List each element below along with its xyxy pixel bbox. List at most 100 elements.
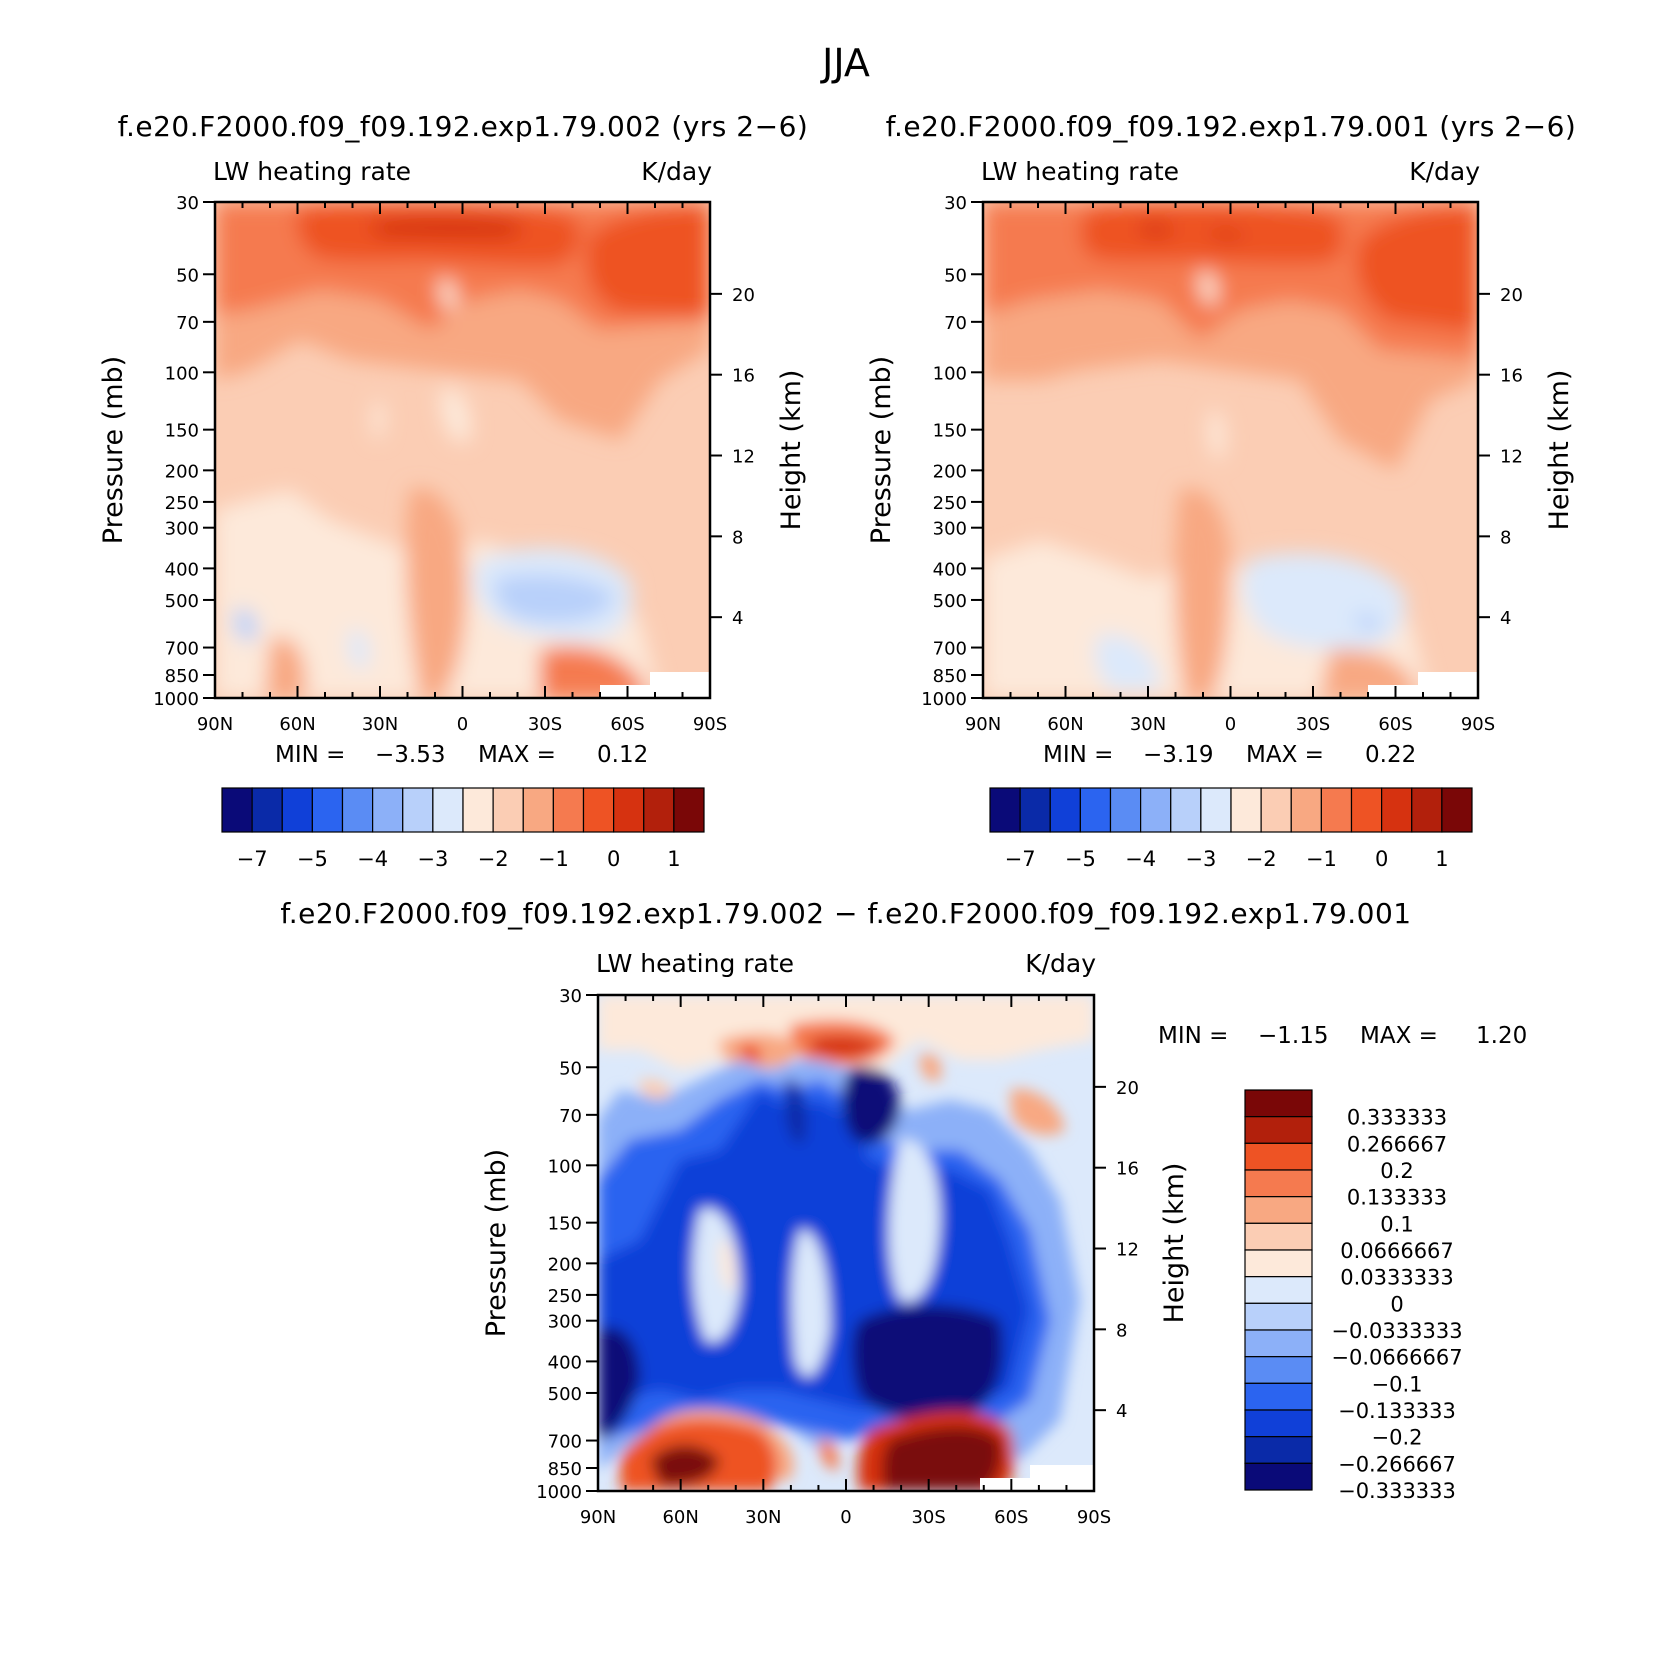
colorbar-swatch	[1170, 787, 1202, 833]
x-tick-label: 60S	[1378, 714, 1412, 735]
panel-2-min-value: −3.19	[1143, 742, 1213, 768]
colorbar-label: 0	[1390, 1292, 1403, 1316]
colorbar-swatch	[582, 787, 615, 833]
colorbar-label: −0.2	[1372, 1426, 1423, 1450]
panel-1-max-label: MAX =	[478, 742, 556, 768]
colorbar-label: −0.333333	[1338, 1479, 1456, 1503]
y-right-tick-label: 20	[1500, 285, 1523, 306]
colorbar-swatch	[281, 787, 313, 833]
colorbar-swatch	[522, 787, 554, 833]
colorbar-swatch	[1244, 1196, 1313, 1224]
y-right-tick-label: 16	[1116, 1159, 1139, 1180]
y-tick-label: 300	[548, 1312, 582, 1333]
y-tick-label: 500	[548, 1384, 582, 1405]
colorbar-label: −7	[1005, 847, 1036, 871]
colorbar-swatch	[1244, 1462, 1313, 1491]
panel-2-ylabel-right: Height (km)	[1544, 370, 1575, 531]
colorbar-label: 0	[1375, 847, 1388, 871]
y-tick-label: 200	[548, 1254, 582, 1275]
y-tick-label: 250	[933, 493, 967, 514]
colorbar-swatch	[1381, 787, 1413, 833]
y-right-tick-label: 20	[732, 285, 755, 306]
y-tick-label: 700	[548, 1432, 582, 1453]
colorbar-swatch	[613, 787, 645, 833]
colorbar-swatch	[1244, 1436, 1313, 1464]
panel-2-min-label: MIN =	[1043, 742, 1113, 768]
colorbar-label: 0.333333	[1347, 1106, 1447, 1130]
colorbar-label: −0.1	[1372, 1372, 1423, 1396]
colorbar-label: −4	[1125, 847, 1156, 871]
y-tick-label: 850	[548, 1459, 582, 1480]
panel-3-title: f.e20.F2000.f09_f09.192.exp1.79.002 − f.…	[280, 897, 1411, 930]
panel-3-max-label: MAX =	[1360, 1023, 1438, 1049]
panel-3-variable-label: LW heating rate	[596, 949, 794, 978]
x-tick-label: 60N	[1047, 714, 1083, 735]
x-tick-label: 30N	[745, 1507, 781, 1528]
colorbar-swatch	[462, 787, 494, 833]
panel-1-contour-field	[215, 202, 710, 698]
panel-1-max-value: 0.12	[597, 742, 648, 768]
y-tick-label: 1000	[536, 1482, 582, 1503]
x-tick-label: 90S	[1461, 714, 1495, 735]
panel-1-colorbar: −7 −5 −4 −3 −2 −1 0 1	[221, 787, 705, 871]
y-tick-label: 70	[176, 313, 199, 334]
y-tick-label: 100	[933, 363, 967, 384]
panel-1-units-label: K/day	[641, 157, 712, 186]
y-tick-label: 70	[944, 313, 967, 334]
y-tick-label: 400	[933, 559, 967, 580]
x-tick-label: 90S	[693, 714, 727, 735]
y-tick-label: 150	[548, 1214, 582, 1235]
y-tick-label: 500	[165, 591, 199, 612]
y-tick-label: 30	[176, 193, 199, 214]
y-tick-label: 700	[933, 639, 967, 660]
y-tick-label: 400	[165, 559, 199, 580]
panel-1-title: f.e20.F2000.f09_f09.192.exp1.79.002 (yrs…	[118, 110, 809, 143]
y-right-tick-label: 16	[732, 366, 755, 387]
y-right-tick-label: 8	[1116, 1320, 1127, 1341]
colorbar-label: −2	[1246, 847, 1277, 871]
colorbar-swatch	[1049, 787, 1081, 833]
panel-2-ticks: 90N 60N 30N 0 30S 60S 90S 30 50 70 100 150 200 250 300…	[921, 193, 1523, 735]
colorbar-swatch	[1290, 787, 1322, 833]
y-right-tick-label: 8	[732, 527, 743, 548]
panel-2-ylabel: Pressure (mb)	[866, 356, 897, 544]
colorbar-swatch	[1320, 787, 1353, 833]
x-tick-label: 60N	[662, 1507, 698, 1528]
colorbar-swatch	[1019, 787, 1051, 833]
colorbar-swatch	[552, 787, 585, 833]
figure-title: JJA	[820, 41, 870, 85]
colorbar-label: −7	[237, 847, 268, 871]
colorbar-label: −3	[417, 847, 448, 871]
colorbar-label: −3	[1185, 847, 1216, 871]
y-tick-label: 70	[559, 1106, 582, 1127]
x-tick-label: 90N	[580, 1507, 616, 1528]
panel-3-ticks: 90N 60N 30N 0 30S 60S 90S 30 50 70 100 150 200 250 300…	[536, 986, 1139, 1528]
colorbar-swatch	[1244, 1356, 1313, 1384]
panel-3-units-label: K/day	[1025, 949, 1096, 978]
y-tick-label: 150	[165, 421, 199, 442]
x-tick-label: 0	[457, 714, 468, 735]
colorbar-swatch	[311, 787, 344, 833]
colorbar-label: −2	[478, 847, 509, 871]
colorbar-swatch	[1244, 1169, 1313, 1198]
panel-2-title: f.e20.F2000.f09_f09.192.exp1.79.001 (yrs…	[886, 110, 1577, 143]
panel-1-ticks: 90N 60N 30N 0 30S 60S 90S 30 50 70 100 150 200 250 300…	[153, 193, 755, 735]
colorbar-label: −5	[1065, 847, 1096, 871]
colorbar-swatch	[402, 787, 434, 833]
x-tick-label: 30S	[528, 714, 562, 735]
colorbar-swatch	[1244, 1249, 1313, 1278]
colorbar-label: −1	[1306, 847, 1337, 871]
y-tick-label: 150	[933, 421, 967, 442]
y-tick-label: 400	[548, 1352, 582, 1373]
y-tick-label: 100	[548, 1156, 582, 1177]
panel-1-variable-label: LW heating rate	[213, 157, 411, 186]
colorbar-label: −1	[538, 847, 569, 871]
y-tick-label: 50	[944, 265, 967, 286]
colorbar-label: 1	[667, 847, 680, 871]
colorbar-swatch	[1244, 1409, 1313, 1438]
colorbar-swatch	[1411, 787, 1443, 833]
panel-2-max-label: MAX =	[1246, 742, 1324, 768]
panel-1-min-value: −3.53	[375, 742, 445, 768]
colorbar-swatch	[1244, 1116, 1313, 1144]
colorbar-swatch	[341, 787, 374, 833]
